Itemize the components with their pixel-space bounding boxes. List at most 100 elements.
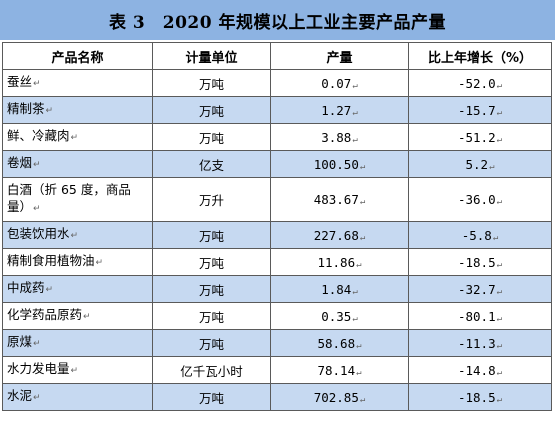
paragraph-mark: ↵ — [352, 286, 358, 297]
paragraph-mark: ↵ — [496, 107, 503, 118]
output-cell: 0.07↵ — [270, 69, 409, 97]
table-row: 卷烟↵ 亿支 100.50↵ 5.2↵ — [2, 150, 552, 178]
paragraph-mark: ↵ — [352, 80, 358, 91]
paragraph-mark: ↵ — [70, 133, 79, 143]
header-output: 产量 — [270, 42, 409, 70]
table-row: 中成药↵ 万吨 1.84↵ -32.7↵ — [2, 275, 552, 303]
table-row: 水泥↵ 万吨 702.85↵ -18.5↵ — [2, 383, 552, 411]
table-row: 化学药品原药↵ 万吨 0.35↵ -80.1↵ — [2, 302, 552, 330]
unit-cell: 万吨 — [152, 96, 271, 124]
paragraph-mark: ↵ — [45, 106, 54, 116]
header-unit: 计量单位 — [152, 42, 271, 70]
product-cell: 化学药品原药↵ — [2, 302, 153, 330]
growth-cell: -14.8↵ — [408, 356, 552, 384]
growth-cell: -80.1↵ — [408, 302, 552, 330]
paragraph-mark: ↵ — [359, 197, 366, 207]
product-cell: 白酒（折 65 度，商品量）↵ — [2, 177, 153, 222]
paragraph-mark: ↵ — [496, 259, 503, 270]
product-cell: 水泥↵ — [2, 383, 153, 411]
paragraph-mark: ↵ — [359, 161, 366, 172]
unit-cell: 万吨 — [152, 329, 271, 357]
product-cell: 鲜、冷藏肉↵ — [2, 123, 153, 151]
growth-cell: -51.2↵ — [408, 123, 552, 151]
table-row: 精制茶↵ 万吨 1.27↵ -15.7↵ — [2, 96, 552, 124]
paragraph-mark: ↵ — [356, 367, 362, 378]
output-cell: 100.50↵ — [270, 150, 409, 178]
growth-cell: -5.8↵ — [408, 221, 552, 249]
header-product: 产品名称 — [2, 42, 153, 70]
output-cell: 1.27↵ — [270, 96, 409, 124]
output-cell: 227.68↵ — [270, 221, 409, 249]
growth-cell: -36.0↵ — [408, 177, 552, 222]
paragraph-mark: ↵ — [496, 134, 503, 145]
unit-cell: 亿千瓦小时 — [152, 356, 271, 384]
paragraph-mark: ↵ — [359, 232, 366, 243]
table-row: 原煤↵ 万吨 58.68↵ -11.3↵ — [2, 329, 552, 357]
paragraph-mark: ↵ — [492, 232, 499, 243]
unit-cell: 万吨 — [152, 221, 271, 249]
paragraph-mark: ↵ — [496, 286, 503, 297]
paragraph-mark: ↵ — [356, 259, 362, 270]
paragraph-mark: ↵ — [33, 339, 41, 349]
paragraph-mark: ↵ — [352, 313, 358, 324]
product-cell: 精制食用植物油↵ — [2, 248, 153, 276]
paragraph-mark: ↵ — [352, 134, 358, 145]
paragraph-mark: ↵ — [496, 313, 503, 324]
paragraph-mark: ↵ — [83, 312, 91, 322]
paragraph-mark: ↵ — [496, 394, 503, 405]
paragraph-mark: ↵ — [352, 107, 358, 118]
table-row: 精制食用植物油↵ 万吨 11.86↵ -18.5↵ — [2, 248, 552, 276]
growth-cell: -18.5↵ — [408, 383, 552, 411]
unit-cell: 万吨 — [152, 275, 271, 303]
table-row: 包装饮用水↵ 万吨 227.68↵ -5.8↵ — [2, 221, 552, 249]
paragraph-mark: ↵ — [359, 394, 366, 405]
paragraph-mark: ↵ — [356, 340, 362, 351]
table-row: 蚕丝↵ 万吨 0.07↵ -52.0↵ — [2, 69, 552, 97]
product-cell: 蚕丝↵ — [2, 69, 153, 97]
product-cell: 中成药↵ — [2, 275, 153, 303]
output-cell: 0.35↵ — [270, 302, 409, 330]
growth-cell: -15.7↵ — [408, 96, 552, 124]
table-row: 白酒（折 65 度，商品量）↵ 万升 483.67↵ -36.0↵ — [2, 177, 552, 222]
product-cell: 原煤↵ — [2, 329, 153, 357]
paragraph-mark: ↵ — [33, 160, 41, 170]
paragraph-mark: ↵ — [33, 204, 41, 214]
growth-cell: -52.0↵ — [408, 69, 552, 97]
output-cell: 1.84↵ — [270, 275, 409, 303]
paragraph-mark: ↵ — [33, 79, 41, 89]
paragraph-mark: ↵ — [45, 285, 54, 295]
table-title: 表 3 2020 年规模以上工业主要产品产量 — [0, 0, 555, 40]
paragraph-mark: ↵ — [496, 197, 503, 207]
growth-cell: -11.3↵ — [408, 329, 552, 357]
paragraph-mark: ↵ — [496, 367, 503, 378]
table-row: 水力发电量↵ 亿千瓦小时 78.14↵ -14.8↵ — [2, 356, 552, 384]
product-cell: 卷烟↵ — [2, 150, 153, 178]
output-cell: 78.14↵ — [270, 356, 409, 384]
unit-cell: 万升 — [152, 177, 271, 222]
paragraph-mark: ↵ — [489, 161, 495, 172]
production-table: 产品名称 计量单位 产量 比上年增长（%） 蚕丝↵ 万吨 0.07↵ -52.0… — [2, 42, 552, 411]
output-cell: 702.85↵ — [270, 383, 409, 411]
product-cell: 包装饮用水↵ — [2, 221, 153, 249]
paragraph-mark: ↵ — [33, 393, 41, 403]
unit-cell: 万吨 — [152, 123, 271, 151]
unit-cell: 万吨 — [152, 69, 271, 97]
output-cell: 3.88↵ — [270, 123, 409, 151]
paragraph-mark: ↵ — [70, 366, 79, 376]
product-cell: 精制茶↵ — [2, 96, 153, 124]
growth-cell: 5.2↵ — [408, 150, 552, 178]
header-growth: 比上年增长（%） — [408, 42, 552, 70]
paragraph-mark: ↵ — [496, 340, 503, 351]
output-cell: 483.67↵ — [270, 177, 409, 222]
output-cell: 58.68↵ — [270, 329, 409, 357]
unit-cell: 万吨 — [152, 383, 271, 411]
table-row: 鲜、冷藏肉↵ 万吨 3.88↵ -51.2↵ — [2, 123, 552, 151]
paragraph-mark: ↵ — [95, 258, 104, 268]
header-row: 产品名称 计量单位 产量 比上年增长（%） — [2, 42, 552, 70]
unit-cell: 亿支 — [152, 150, 271, 178]
growth-cell: -18.5↵ — [408, 248, 552, 276]
growth-cell: -32.7↵ — [408, 275, 552, 303]
paragraph-mark: ↵ — [70, 231, 79, 241]
product-cell: 水力发电量↵ — [2, 356, 153, 384]
paragraph-mark: ↵ — [496, 80, 503, 91]
